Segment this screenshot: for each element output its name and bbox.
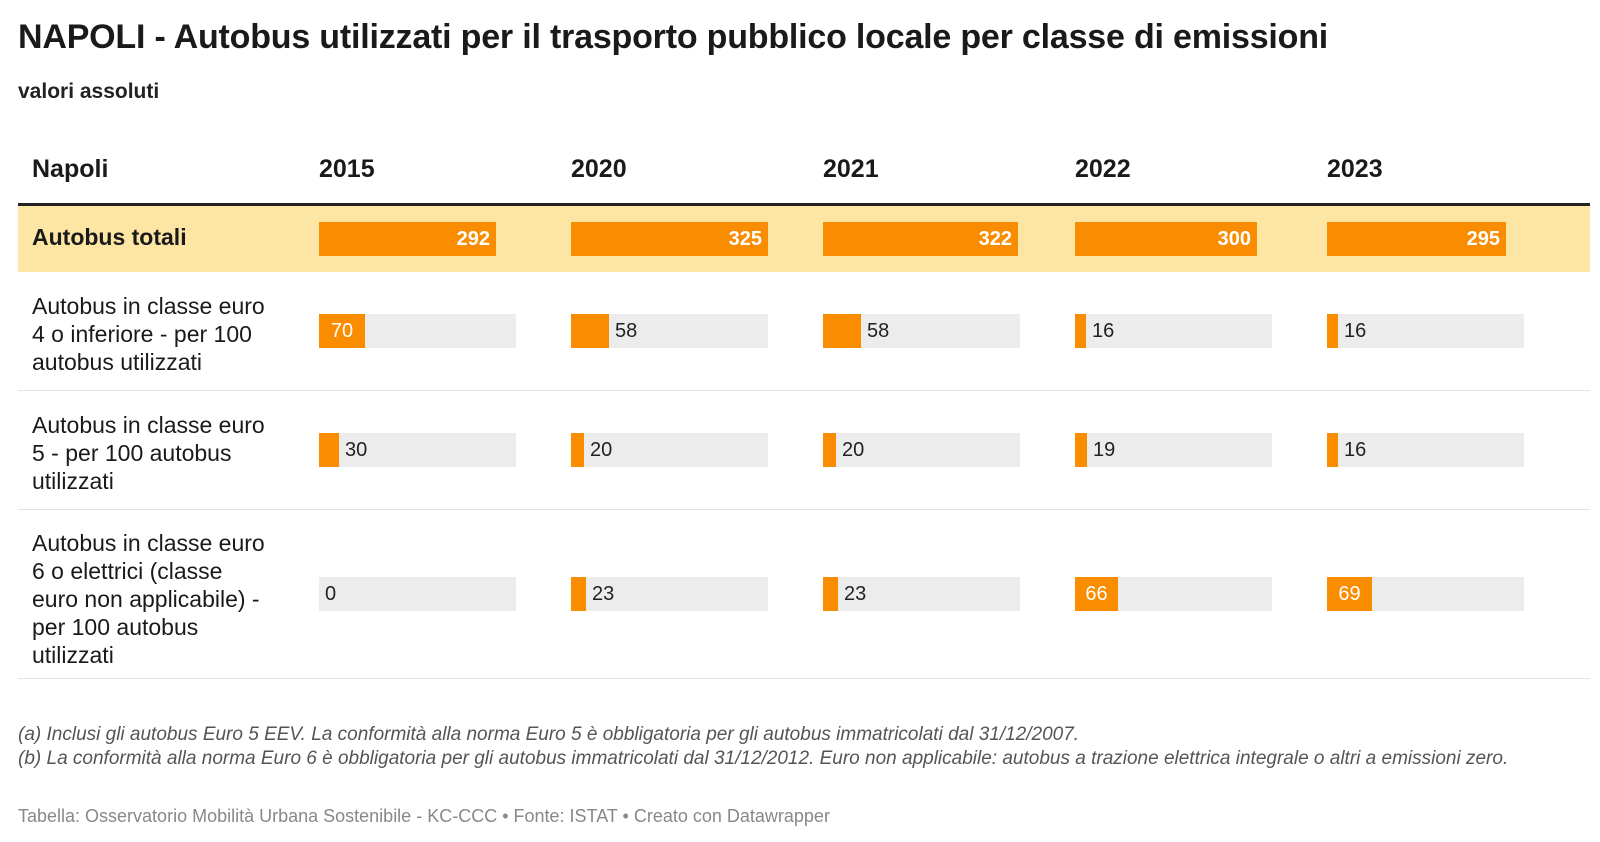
bar bbox=[1327, 222, 1506, 256]
header-year-2021: 2021 bbox=[823, 155, 879, 183]
bar-track: 292 bbox=[319, 222, 516, 256]
source-footer: Tabella: Osservatorio Mobilità Urbana So… bbox=[18, 806, 830, 826]
bar-track: 16 bbox=[1327, 314, 1524, 348]
bar bbox=[1075, 222, 1257, 256]
header-year-2015: 2015 bbox=[319, 155, 375, 183]
data-label: 20 bbox=[842, 439, 865, 461]
data-label: 0 bbox=[325, 583, 337, 605]
header-year-2022: 2022 bbox=[1075, 155, 1131, 183]
header-year-2023: 2023 bbox=[1327, 155, 1383, 183]
table-row: Autobus in classe euro 5 - per 100 autob… bbox=[18, 391, 1590, 510]
data-label: 295 bbox=[1466, 228, 1500, 250]
data-label: 16 bbox=[1092, 320, 1115, 342]
bar-track: 30 bbox=[319, 433, 516, 467]
bar-track: 0 bbox=[319, 577, 516, 611]
footnote-b: (b) La conformità alla norma Euro 6 è ob… bbox=[18, 748, 1509, 769]
data-label: 58 bbox=[615, 320, 638, 342]
bar-track: 325 bbox=[571, 222, 768, 256]
footnotes: (a) Inclusi gli autobus Euro 5 EEV. La c… bbox=[18, 723, 1578, 771]
bar-track: 58 bbox=[571, 314, 768, 348]
data-label: 30 bbox=[345, 439, 368, 461]
bar-track: 23 bbox=[571, 577, 768, 611]
row-label: Autobus totali bbox=[32, 224, 187, 250]
chart-subtitle: valori assoluti bbox=[18, 80, 160, 103]
data-label: 69 bbox=[1338, 583, 1361, 605]
data-label: 58 bbox=[867, 320, 890, 342]
bar bbox=[571, 577, 586, 611]
bar-track: 16 bbox=[1327, 433, 1524, 467]
data-label: 20 bbox=[590, 439, 613, 461]
data-label: 16 bbox=[1344, 439, 1367, 461]
row-label: Autobus in classe euro 5 - per 100 autob… bbox=[32, 412, 265, 494]
bar bbox=[1327, 433, 1338, 467]
bar bbox=[823, 577, 838, 611]
bar-track: 20 bbox=[571, 433, 768, 467]
header-year-2020: 2020 bbox=[571, 155, 627, 183]
bar bbox=[1075, 577, 1118, 611]
bar-track: 20 bbox=[823, 433, 1020, 467]
data-label: 325 bbox=[728, 228, 762, 250]
bar bbox=[1075, 314, 1086, 348]
bar bbox=[1327, 314, 1338, 348]
bar bbox=[823, 433, 836, 467]
bar-track: 322 bbox=[823, 222, 1020, 256]
table-body: Autobus totali 292 325 322 300 295 Autobus in … bbox=[18, 206, 1590, 679]
bar-track: 66 bbox=[1075, 577, 1272, 611]
bar-track: 58 bbox=[823, 314, 1020, 348]
data-label: 70 bbox=[330, 320, 354, 342]
bar-track: 16 bbox=[1075, 314, 1272, 348]
table-header: Napoli 2015 2020 2021 2022 2023 bbox=[18, 145, 1590, 206]
bar bbox=[571, 314, 609, 348]
data-label: 292 bbox=[456, 228, 490, 250]
data-label: 300 bbox=[1217, 228, 1251, 250]
bar-track: 70 bbox=[319, 314, 516, 348]
data-label: 66 bbox=[1085, 583, 1108, 605]
row-label: Autobus in classe euro 6 o elettrici (cl… bbox=[32, 530, 265, 668]
data-label: 23 bbox=[592, 583, 615, 605]
bar bbox=[571, 222, 768, 256]
data-label: 23 bbox=[844, 583, 867, 605]
bar-track: 300 bbox=[1075, 222, 1272, 256]
bar-track: 23 bbox=[823, 577, 1020, 611]
bar bbox=[319, 222, 496, 256]
footnote-a: (a) Inclusi gli autobus Euro 5 EEV. La c… bbox=[18, 724, 1080, 745]
bar bbox=[823, 314, 861, 348]
table-row: Autobus totali 292 325 322 300 295 bbox=[18, 206, 1590, 272]
row-label: Autobus in classe euro 4 o inferiore - p… bbox=[32, 293, 265, 375]
data-table: Napoli 2015 2020 2021 2022 2023 Autobus … bbox=[18, 145, 1590, 679]
bar bbox=[571, 433, 584, 467]
chart-title: NAPOLI - Autobus utilizzati per il trasp… bbox=[18, 18, 1329, 56]
data-label: 322 bbox=[978, 228, 1012, 250]
data-label: 19 bbox=[1093, 439, 1116, 461]
bar bbox=[1075, 433, 1087, 467]
bar-track: 19 bbox=[1075, 433, 1272, 467]
bar bbox=[319, 433, 339, 467]
bar bbox=[1327, 577, 1372, 611]
data-label: 16 bbox=[1344, 320, 1367, 342]
bar bbox=[823, 222, 1018, 256]
table-row: Autobus in classe euro 4 o inferiore - p… bbox=[18, 272, 1590, 391]
bar-track: 69 bbox=[1327, 577, 1524, 611]
table-row: Autobus in classe euro 6 o elettrici (cl… bbox=[18, 510, 1590, 679]
bar-track: 295 bbox=[1327, 222, 1524, 256]
header-label: Napoli bbox=[32, 155, 109, 183]
bar bbox=[319, 314, 365, 348]
